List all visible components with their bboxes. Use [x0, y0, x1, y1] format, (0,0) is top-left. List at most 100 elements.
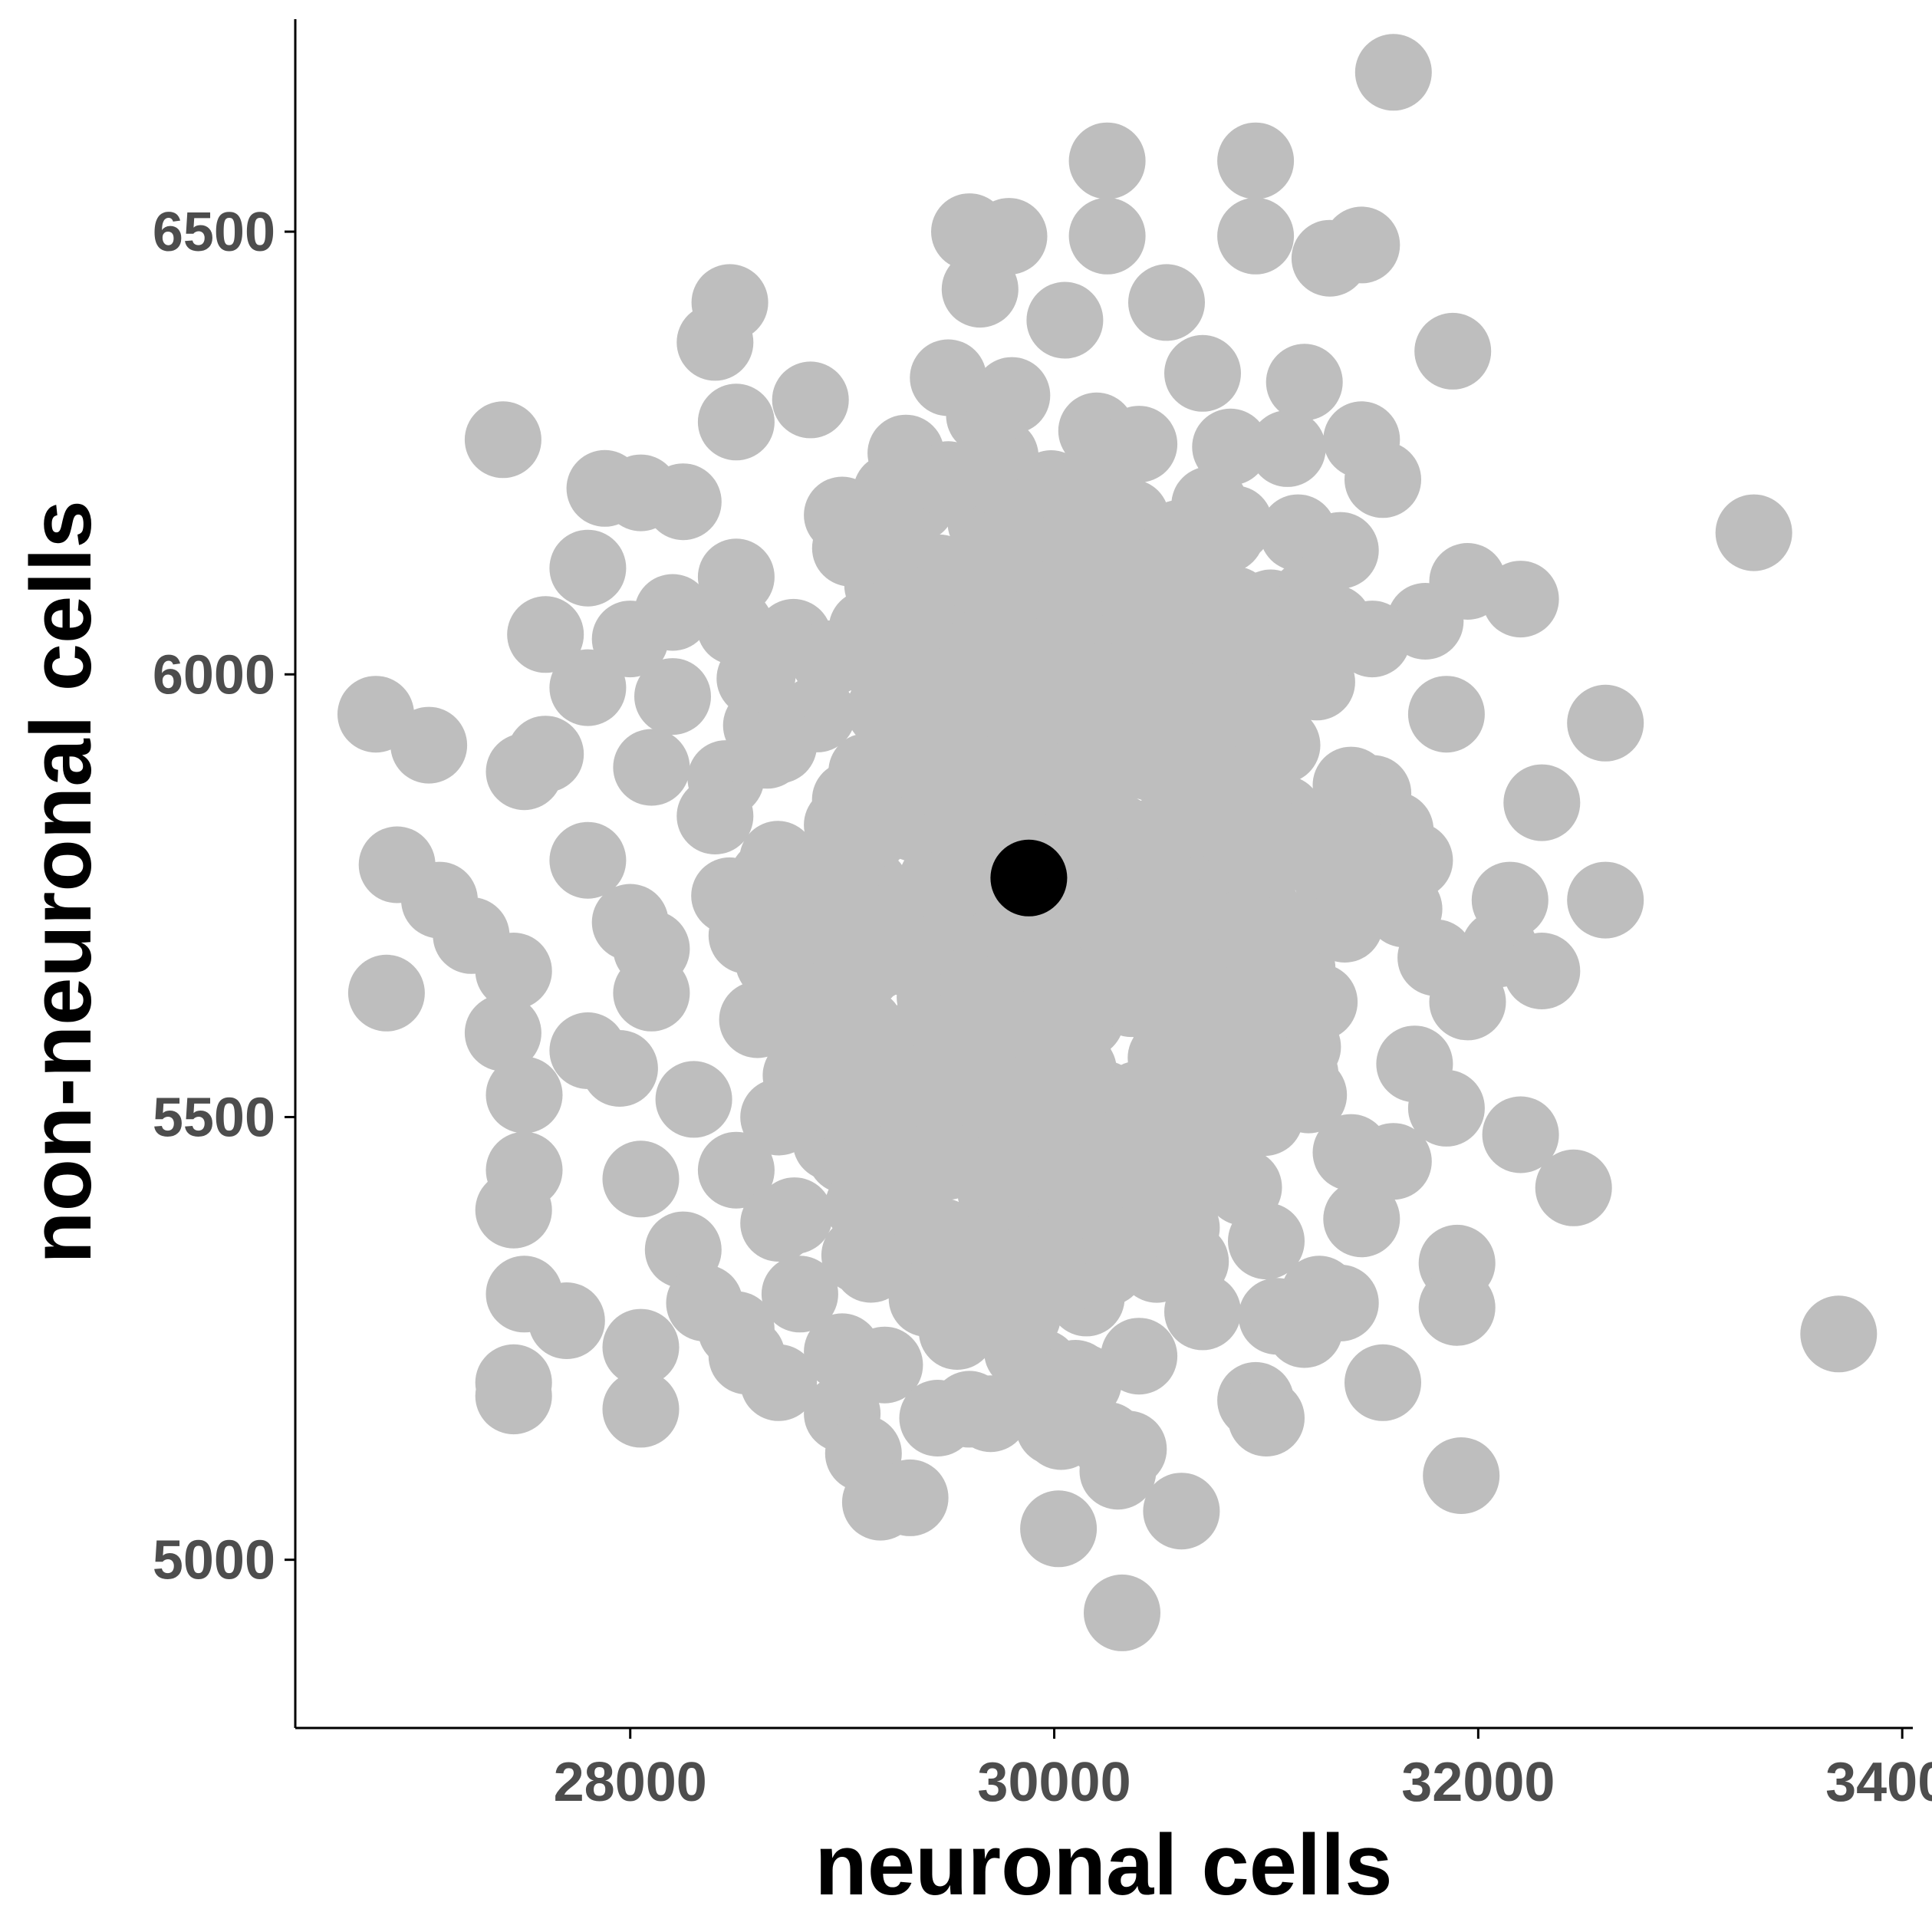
- data-point: [1407, 676, 1485, 753]
- data-point: [1026, 281, 1104, 359]
- data-point: [910, 339, 987, 416]
- data-point: [1225, 582, 1302, 660]
- data-point: [761, 1256, 838, 1333]
- data-point: [719, 981, 796, 1058]
- data-point: [1249, 813, 1326, 890]
- axes-layer: [294, 19, 1913, 1730]
- data-point: [1192, 408, 1269, 485]
- data-point: [1217, 197, 1295, 275]
- data-point: [475, 1171, 552, 1249]
- data-point: [528, 1282, 605, 1359]
- data-point: [952, 1375, 1029, 1453]
- data-point: [1185, 994, 1262, 1071]
- data-point: [973, 609, 1051, 686]
- data-point: [1334, 601, 1411, 678]
- data-point: [772, 361, 849, 439]
- ticks-layer: 28000 30000 32000 34000 5000 5500 6000 6500: [153, 202, 1932, 1813]
- data-point: [644, 463, 722, 541]
- data-point: [1185, 671, 1262, 749]
- data-point: [1084, 1574, 1160, 1651]
- data-point: [1056, 500, 1134, 578]
- data-point: [1281, 963, 1358, 1041]
- data-point: [1414, 312, 1492, 390]
- data-point: [1164, 334, 1241, 412]
- x-tick-label: 28000: [554, 1752, 707, 1813]
- data-point: [1249, 410, 1326, 487]
- data-point: [888, 724, 966, 801]
- data-point: [1503, 933, 1581, 1009]
- data-point: [1407, 1069, 1485, 1147]
- data-point: [740, 1185, 818, 1262]
- data-point: [347, 954, 425, 1032]
- data-point: [832, 1226, 910, 1303]
- data-point: [1206, 888, 1284, 966]
- data-point: [1243, 706, 1321, 784]
- data-point: [1266, 1291, 1343, 1368]
- data-point: [1323, 206, 1400, 284]
- data-point: [1482, 561, 1559, 638]
- data-point: [613, 954, 690, 1032]
- data-point: [697, 538, 775, 616]
- data-point: [655, 1061, 732, 1138]
- data-point: [1354, 1123, 1432, 1200]
- data-point: [475, 933, 552, 1009]
- data-point: [1228, 1203, 1305, 1280]
- data-point: [1196, 485, 1273, 562]
- data-point: [1567, 861, 1644, 939]
- data-point: [1418, 1269, 1496, 1346]
- data-point: [1128, 264, 1205, 341]
- x-tick-label: 32000: [1401, 1752, 1555, 1813]
- data-point: [1143, 1189, 1220, 1266]
- data-point: [994, 1083, 1071, 1160]
- data-point: [464, 994, 541, 1071]
- data-point: [1101, 631, 1178, 709]
- data-point: [867, 919, 945, 996]
- data-point: [804, 476, 881, 554]
- points-layer: [337, 34, 1878, 1651]
- data-point: [708, 897, 785, 974]
- data-point: [613, 729, 690, 806]
- data-point: [1715, 494, 1792, 571]
- data-point: [549, 649, 627, 726]
- y-tick-label: 6000: [153, 644, 275, 706]
- data-point: [464, 401, 541, 479]
- x-axis-title: neuronal cells: [815, 1817, 1392, 1913]
- data-point: [910, 1123, 987, 1200]
- data-point: [1121, 574, 1199, 651]
- data-point: [1217, 122, 1295, 199]
- data-point: [888, 1260, 966, 1338]
- data-point: [1482, 1096, 1559, 1173]
- data-point: [1228, 1380, 1305, 1456]
- data-point: [676, 304, 754, 381]
- data-point: [973, 357, 1051, 434]
- data-point: [1020, 1490, 1098, 1568]
- data-point: [910, 441, 987, 518]
- data-point: [941, 251, 1019, 328]
- data-point: [1068, 122, 1146, 199]
- data-point: [549, 529, 627, 607]
- data-point: [1164, 1273, 1241, 1351]
- data-point: [1302, 512, 1379, 589]
- x-tick-label: 34000: [1825, 1752, 1932, 1813]
- data-point: [1121, 795, 1199, 873]
- data-point: [1345, 1344, 1421, 1421]
- data-point: [804, 950, 881, 1028]
- data-point: [931, 193, 1008, 271]
- x-tick-label: 30000: [977, 1752, 1131, 1813]
- data-point: [804, 786, 881, 864]
- data-point: [1185, 1091, 1262, 1169]
- data-point: [1354, 34, 1432, 111]
- data-point: [1429, 963, 1506, 1041]
- data-point: [634, 658, 711, 736]
- data-point: [1800, 1295, 1878, 1373]
- data-point: [390, 706, 468, 784]
- data-point: [1101, 1318, 1178, 1395]
- data-point: [910, 848, 987, 926]
- data-point: [952, 990, 1029, 1067]
- data-point: [507, 596, 584, 673]
- data-point: [1503, 764, 1581, 841]
- data-point: [1270, 1056, 1348, 1134]
- y-tick-label: 6500: [153, 202, 275, 263]
- data-point: [676, 778, 754, 854]
- data-point: [602, 1371, 680, 1448]
